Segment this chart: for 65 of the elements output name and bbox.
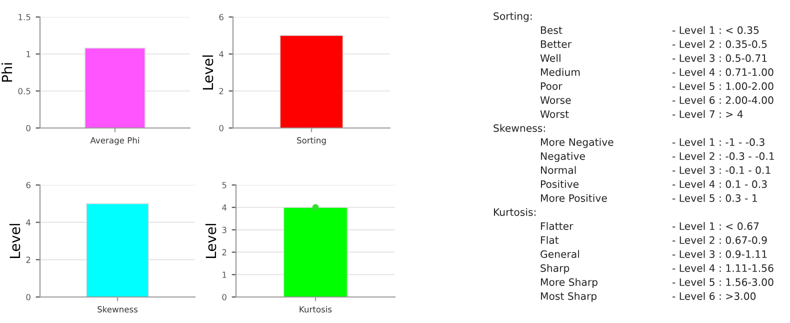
- y-tick-label: 4: [222, 204, 227, 211]
- x-tick-label: Skewness: [98, 306, 138, 312]
- text: - Level 6 : >3.00: [672, 292, 756, 300]
- x-tick-label: Kurtosis: [300, 306, 332, 312]
- y-tick-label: 0: [26, 124, 30, 132]
- x-tick-label: Average Phi: [90, 137, 139, 146]
- y-axis-title: Level: [205, 224, 216, 258]
- text: - Level 1 : < 0.35: [672, 26, 759, 34]
- y-tick-label: 2: [222, 249, 226, 256]
- category-label: Worst: [540, 110, 569, 118]
- category-label: Positive: [540, 180, 579, 188]
- category-label: Better: [540, 40, 572, 48]
- category-label: Best: [540, 26, 562, 34]
- y-tick-label: 0: [222, 294, 226, 300]
- text: - Level 4 : 0.1 - 0.3: [672, 180, 767, 188]
- text: - Level 2 : 0.35-0.5: [672, 40, 767, 48]
- category-label: Flat: [540, 236, 559, 244]
- text: Sorting:: [494, 12, 532, 22]
- text: - Level 1 : -1 - -0.3: [672, 138, 764, 146]
- text: - Level 1 : < 0.67: [672, 222, 759, 230]
- category-label: More Negative: [540, 138, 614, 148]
- y-tick-label: 1: [26, 51, 30, 58]
- category-label: Negative: [540, 152, 585, 162]
- text: - Level 5 : 0.3 - 1: [672, 194, 757, 202]
- category-label: Flatter: [540, 222, 574, 230]
- y-tick-label: 0.5: [18, 88, 30, 94]
- y-tick-label: 4: [26, 219, 31, 226]
- category-label: General: [540, 250, 580, 258]
- text: Kurtosis:: [494, 208, 536, 216]
- text: - Level 4 : 0.71-1.00: [672, 68, 774, 76]
- category-label: Medium: [540, 68, 580, 76]
- text: - Level 5 : 1.56-3.00: [672, 278, 774, 286]
- y-tick-label: 5: [222, 182, 226, 188]
- text: - Level 2 : -0.3 - -0.1: [672, 152, 774, 160]
- text: - Level 6 : 2.00-4.00: [672, 96, 774, 104]
- category-label: More Sharp: [540, 278, 598, 288]
- x-tick-label: Sorting: [297, 137, 326, 146]
- category-label: Sharp: [540, 264, 570, 274]
- y-tick-label: 0: [219, 124, 224, 132]
- y-tick-label: 1.5: [18, 14, 30, 20]
- text: Skewness:: [494, 124, 545, 132]
- text: - Level 3 : 0.5-0.71: [672, 54, 767, 62]
- category-label: Well: [540, 54, 560, 62]
- category-label: Worse: [540, 96, 571, 104]
- y-tick-label: 6: [219, 14, 224, 20]
- y-axis-title: Phi: [2, 63, 12, 82]
- text: - Level 2 : 0.67-0.9: [672, 236, 767, 244]
- text: - Level 5 : 1.00-2.00: [672, 82, 774, 90]
- category-label: Poor: [540, 82, 562, 90]
- text: - Level 7 : > 4: [672, 110, 743, 118]
- y-tick-label: 0: [26, 294, 30, 300]
- y-tick-label: 2: [219, 88, 224, 94]
- y-tick-label: 2: [26, 256, 30, 263]
- category-label: Most Sharp: [540, 292, 597, 302]
- y-tick-label: 3: [222, 226, 226, 234]
- text: - Level 4 : 1.11-1.56: [672, 264, 774, 272]
- y-tick-label: 6: [26, 182, 30, 188]
- text: - Level 3 : 0.9-1.11: [672, 250, 767, 258]
- y-axis-title: Level: [202, 55, 214, 90]
- y-tick-label: 1: [222, 272, 226, 278]
- category-label: More Positive: [540, 194, 607, 202]
- category-label: Normal: [540, 166, 576, 174]
- y-tick-label: 4: [219, 51, 224, 58]
- y-axis-title: Level: [9, 224, 20, 258]
- text: - Level 3 : -0.1 - 0.1: [672, 166, 770, 174]
